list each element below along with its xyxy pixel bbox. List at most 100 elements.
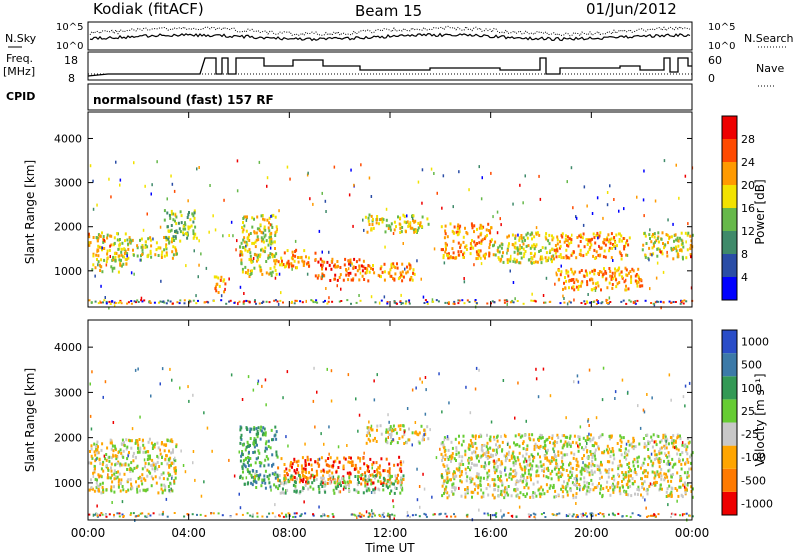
data-cell xyxy=(95,253,98,257)
data-cell xyxy=(511,233,514,237)
data-cell xyxy=(408,263,411,267)
data-cell xyxy=(662,436,665,440)
data-cell xyxy=(192,450,195,453)
data-cell xyxy=(88,235,91,239)
data-cell xyxy=(517,433,520,437)
data-cell xyxy=(686,475,689,479)
data-cell xyxy=(178,302,181,305)
data-cell xyxy=(238,492,240,496)
data-cell xyxy=(482,495,485,499)
data-cell xyxy=(541,488,544,492)
data-cell xyxy=(195,294,197,298)
data-cell xyxy=(96,478,98,482)
data-cell xyxy=(632,440,635,444)
data-cell xyxy=(641,284,644,288)
data-cell xyxy=(632,447,635,451)
data-cell xyxy=(344,486,347,490)
data-cell xyxy=(149,514,152,517)
data-cell xyxy=(95,449,98,453)
data-cell xyxy=(595,233,598,237)
data-cell xyxy=(488,461,491,464)
data-cell xyxy=(179,386,181,390)
data-cell xyxy=(301,470,304,474)
data-cell xyxy=(326,470,329,474)
data-cell xyxy=(346,444,348,447)
data-cell xyxy=(678,457,680,461)
data-cell xyxy=(90,301,93,304)
data-cell xyxy=(102,240,105,244)
data-cell xyxy=(311,473,314,477)
data-cell xyxy=(589,245,592,249)
data-cell xyxy=(354,463,357,467)
data-cell xyxy=(568,463,570,467)
data-cell xyxy=(126,238,129,242)
data-cell xyxy=(423,487,426,491)
data-cell xyxy=(267,463,270,467)
data-cell xyxy=(312,399,315,403)
data-cell xyxy=(412,271,415,275)
data-cell xyxy=(403,442,406,445)
data-cell xyxy=(406,265,408,269)
data-cell xyxy=(524,238,526,242)
data-cell xyxy=(656,247,659,251)
data-cell xyxy=(259,428,262,432)
data-cell xyxy=(535,474,538,478)
data-cell xyxy=(426,217,429,221)
data-cell xyxy=(454,256,457,260)
data-cell xyxy=(293,469,296,472)
data-cell xyxy=(597,253,600,257)
data-cell xyxy=(553,248,556,252)
data-cell xyxy=(274,515,277,518)
data-cell xyxy=(332,477,335,481)
data-cell xyxy=(253,445,256,449)
data-cell xyxy=(267,477,270,481)
data-cell xyxy=(606,238,609,242)
data-cell xyxy=(126,252,129,256)
data-cell xyxy=(127,301,130,304)
data-cell xyxy=(685,512,688,515)
data-cell xyxy=(119,299,122,302)
data-cell xyxy=(109,476,112,480)
data-cell xyxy=(566,453,569,457)
data-cell xyxy=(452,256,455,260)
data-cell xyxy=(113,236,116,240)
data-cell xyxy=(684,404,686,408)
data-cell xyxy=(244,248,247,252)
data-cell xyxy=(450,457,453,461)
data-cell xyxy=(362,259,365,263)
data-cell xyxy=(359,466,362,470)
data-cell xyxy=(147,512,150,515)
data-cell xyxy=(252,513,254,516)
data-cell xyxy=(188,211,190,214)
data-cell xyxy=(275,225,278,229)
data-cell xyxy=(542,474,545,478)
data-cell xyxy=(630,469,633,473)
data-cell xyxy=(295,460,298,464)
data-cell xyxy=(530,299,533,302)
data-cell xyxy=(270,240,273,244)
data-cell xyxy=(467,466,470,469)
data-cell xyxy=(293,459,296,463)
data-cell xyxy=(113,469,116,473)
data-cell xyxy=(274,247,276,250)
data-cell xyxy=(280,291,282,295)
data-cell xyxy=(556,433,559,437)
data-cell xyxy=(399,216,402,220)
data-cell xyxy=(327,300,330,303)
data-cell xyxy=(624,278,627,282)
data-cell xyxy=(276,455,279,459)
data-cell xyxy=(511,243,514,246)
nsky-panel xyxy=(87,21,693,51)
data-cell xyxy=(534,513,537,516)
data-cell xyxy=(575,474,578,478)
data-cell xyxy=(390,222,393,226)
data-cell xyxy=(336,260,339,263)
data-cell xyxy=(521,473,524,477)
data-cell xyxy=(523,433,526,437)
data-cell xyxy=(575,495,578,499)
data-cell xyxy=(142,443,145,447)
data-cell xyxy=(494,253,497,257)
data-cell xyxy=(119,489,122,493)
data-cell xyxy=(365,434,368,438)
data-cell xyxy=(259,253,262,257)
